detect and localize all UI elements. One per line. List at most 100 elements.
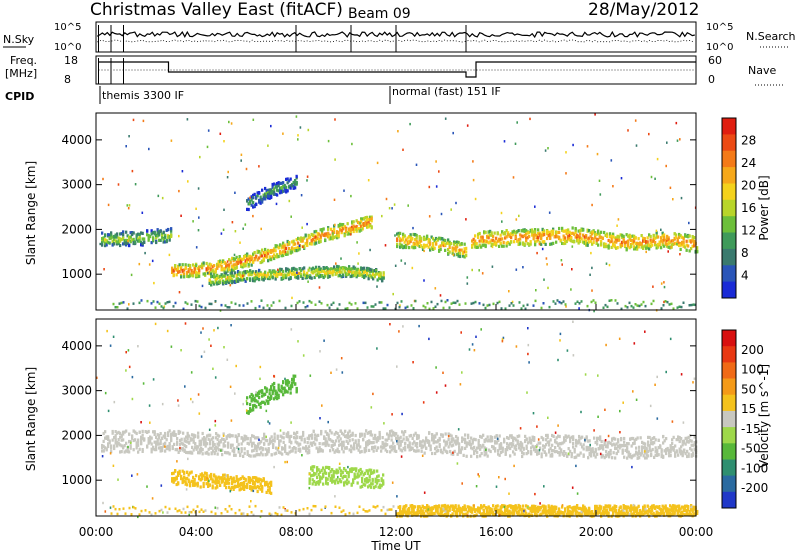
noise-cell [428,215,431,218]
echo-cell [537,451,540,455]
echo-cell [465,441,468,445]
echo-cell [227,434,230,438]
echo-cell [689,447,692,451]
echo-cell [551,433,554,438]
echo-cell [167,227,170,232]
echo-cell [335,439,338,443]
echo-cell [243,256,246,260]
echo-cell [237,481,240,485]
echo-cell [373,469,376,473]
echo-cell [273,249,276,253]
echo-cell [594,455,597,459]
echo-cell [683,441,686,445]
echo-cell [372,436,375,441]
echo-cell [502,240,505,245]
echo-cell [626,442,629,446]
echo-cell [238,260,241,264]
echo-cell [289,250,292,254]
echo-cell [171,433,174,437]
echo-cell [238,488,241,492]
noise-cell [478,269,480,272]
noise-cell [367,179,370,182]
echo-cell [282,250,285,254]
echo-cell [696,250,699,254]
echo-cell [411,237,414,241]
beam-label: Beam 09 [348,6,411,22]
echo-cell [272,438,275,442]
echo-cell [331,267,334,271]
echo-cell [299,447,302,451]
echo-cell [393,433,396,437]
echo-cell [274,245,277,249]
echo-cell [651,447,654,452]
echo-cell [479,444,482,448]
echo-cell [562,234,565,238]
echo-cell [582,240,585,244]
echo-cell [195,264,198,268]
echo-cell [459,243,462,247]
echo-cell [179,438,182,443]
echo-cell [537,232,540,236]
echo-cell [640,234,643,238]
echo-cell [295,249,298,253]
echo-cell [404,448,407,452]
near-range-cell [386,303,389,307]
echo-cell [509,446,512,451]
echo-cell [265,251,268,255]
echo-cell [456,512,459,516]
echo-cell [335,478,338,482]
echo-cell [578,434,581,439]
echo-cell [258,396,261,400]
echo-cell [340,469,343,473]
noise-cell [148,147,150,151]
noise-cell [491,245,494,249]
echo-cell [574,230,577,235]
echo-cell [355,224,358,229]
echo-cell [137,443,140,447]
echo-cell [268,481,271,485]
echo-cell [244,485,247,489]
echo-cell [675,438,678,442]
echo-cell [674,444,677,448]
echo-cell [331,270,334,274]
echo-cell [264,386,267,390]
noise-cell [153,281,155,285]
echo-cell [180,441,183,445]
echo-cell [271,189,274,193]
echo-cell [361,480,364,484]
echo-cell [232,477,235,481]
echo-cell [325,478,328,482]
echo-cell [117,430,120,434]
noise-cell [195,207,197,210]
echo-cell [651,442,654,446]
echo-cell [445,513,448,517]
echo-cell [325,232,328,236]
echo-cell [368,430,371,435]
echo-cell [259,483,262,487]
echo-cell [253,258,256,262]
echo-cell [259,389,262,393]
echo-cell [358,474,361,478]
echo-cell [690,247,693,251]
echo-cell [308,450,311,455]
echo-cell [616,235,619,239]
echo-cell [219,263,222,267]
echo-cell [504,231,507,235]
echo-cell [258,447,261,451]
echo-cell [583,241,586,245]
echo-cell [683,450,686,454]
echo-cell [669,450,672,454]
echo-cell [196,481,199,485]
echo-cell [272,445,275,449]
noise-cell [127,207,130,210]
echo-cell [441,504,444,508]
echo-cell [141,449,144,453]
echo-cell [533,446,536,450]
noise-cell [508,290,510,293]
echo-cell [192,274,195,278]
echo-cell [389,430,392,434]
echo-cell [277,269,280,273]
echo-cell [406,508,409,512]
echo-cell [254,436,257,440]
near-range-cell [224,304,227,307]
